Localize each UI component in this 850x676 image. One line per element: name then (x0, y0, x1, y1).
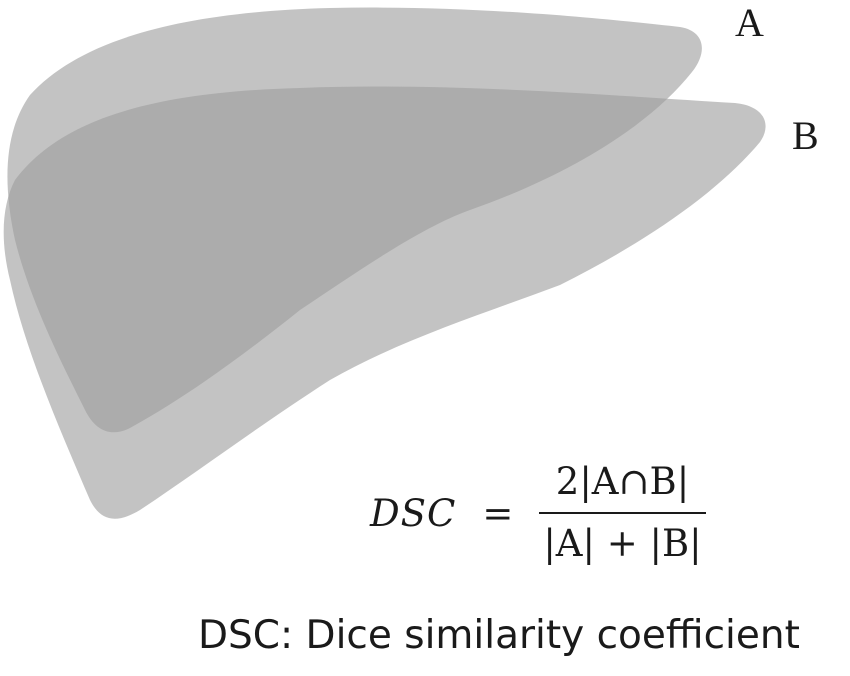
formula-lhs: DSC (370, 491, 457, 535)
set-a-label: A (735, 0, 764, 45)
formula-fraction: 2|A∩B| |A| + |B| (539, 455, 706, 571)
set-b-label: B (792, 113, 819, 158)
dsc-formula: DSC = 2|A∩B| |A| + |B| (370, 448, 706, 578)
formula-equals: = (482, 491, 514, 535)
fraction-bar (539, 512, 706, 514)
formula-numerator: 2|A∩B| (555, 460, 690, 503)
set-b-shape (3, 86, 766, 519)
caption: DSC: Dice similarity coefficient (198, 613, 800, 658)
formula-denominator: |A| + |B| (543, 522, 702, 565)
